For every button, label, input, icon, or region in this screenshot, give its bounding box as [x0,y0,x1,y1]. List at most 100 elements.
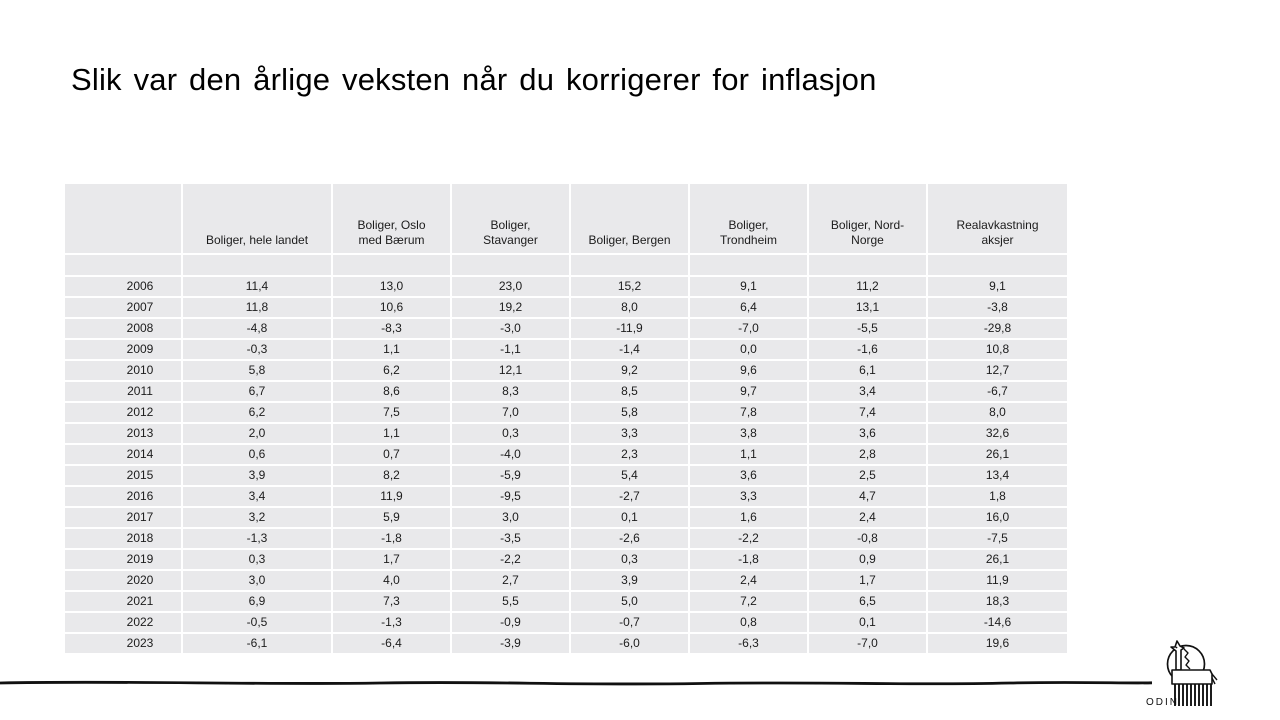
spacer-cell [452,255,569,275]
value-cell: 5,9 [333,508,450,527]
value-cell: 0,7 [333,445,450,464]
value-cell: 3,2 [183,508,331,527]
table-header-row: Boliger, hele landet Boliger, Oslo med Bæ… [65,184,1067,253]
spacer-cell [571,255,688,275]
value-cell: 3,6 [809,424,926,443]
table-row: 2019 0,3 1,7 -2,2 0,3 -1,8 0,9 26,1 [65,550,1067,569]
value-cell: 10,8 [928,340,1067,359]
value-cell: 6,1 [809,361,926,380]
year-cell: 2021 [65,592,181,611]
value-cell: 9,1 [690,277,807,296]
column-header: Boliger, Nord- Norge [809,184,926,253]
value-cell: -1,3 [333,613,450,632]
year-cell: 2010 [65,361,181,380]
value-cell: -1,8 [690,550,807,569]
value-cell: 19,6 [928,634,1067,653]
value-cell: 2,0 [183,424,331,443]
column-header [65,184,181,253]
value-cell: 9,7 [690,382,807,401]
value-cell: -6,0 [571,634,688,653]
value-cell: 5,0 [571,592,688,611]
value-cell: 7,8 [690,403,807,422]
value-cell: 23,0 [452,277,569,296]
value-cell: 7,0 [452,403,569,422]
value-cell: -7,0 [809,634,926,653]
column-header: Boliger, Oslo med Bærum [333,184,450,253]
value-cell: -2,6 [571,529,688,548]
column-header: Boliger, hele landet [183,184,331,253]
value-cell: -0,8 [809,529,926,548]
value-cell: -1,3 [183,529,331,548]
value-cell: 11,9 [928,571,1067,590]
value-cell: 9,2 [571,361,688,380]
value-cell: 7,2 [690,592,807,611]
year-cell: 2009 [65,340,181,359]
year-cell: 2013 [65,424,181,443]
value-cell: 11,8 [183,298,331,317]
value-cell: 15,2 [571,277,688,296]
value-cell: 26,1 [928,550,1067,569]
value-cell: -3,5 [452,529,569,548]
bottom-rule-line [0,680,1152,686]
table-row: 2014 0,6 0,7 -4,0 2,3 1,1 2,8 26,1 [65,445,1067,464]
value-cell: -4,0 [452,445,569,464]
value-cell: -1,6 [809,340,926,359]
table-row: 2008 -4,8 -8,3 -3,0 -11,9 -7,0 -5,5 -29,8 [65,319,1067,338]
value-cell: 6,9 [183,592,331,611]
value-cell: 0,8 [690,613,807,632]
year-cell: 2022 [65,613,181,632]
value-cell: 1,7 [333,550,450,569]
value-cell: -8,3 [333,319,450,338]
value-cell: 16,0 [928,508,1067,527]
value-cell: -3,0 [452,319,569,338]
value-cell: 5,8 [571,403,688,422]
value-cell: 9,6 [690,361,807,380]
year-cell: 2023 [65,634,181,653]
value-cell: 0,3 [452,424,569,443]
column-header: Boliger, Trondheim [690,184,807,253]
spacer-cell [65,255,181,275]
table-row: 2010 5,8 6,2 12,1 9,2 9,6 6,1 12,7 [65,361,1067,380]
spacer-cell [690,255,807,275]
value-cell: -0,5 [183,613,331,632]
value-cell: 2,4 [809,508,926,527]
value-cell: 8,6 [333,382,450,401]
value-cell: 3,0 [452,508,569,527]
odin-horse-icon [1166,640,1218,706]
year-cell: 2019 [65,550,181,569]
value-cell: 8,5 [571,382,688,401]
year-cell: 2008 [65,319,181,338]
value-cell: -1,4 [571,340,688,359]
spacer-cell [183,255,331,275]
value-cell: 13,1 [809,298,926,317]
value-cell: 4,7 [809,487,926,506]
table-row: 2013 2,0 1,1 0,3 3,3 3,8 3,6 32,6 [65,424,1067,443]
value-cell: -29,8 [928,319,1067,338]
column-header: Realavkastning aksjer [928,184,1067,253]
value-cell: 1,6 [690,508,807,527]
value-cell: -1,1 [452,340,569,359]
value-cell: 10,6 [333,298,450,317]
value-cell: -1,8 [333,529,450,548]
value-cell: 0,6 [183,445,331,464]
value-cell: 3,9 [183,466,331,485]
year-cell: 2017 [65,508,181,527]
value-cell: 12,1 [452,361,569,380]
value-cell: 3,9 [571,571,688,590]
value-cell: 2,8 [809,445,926,464]
value-cell: 2,3 [571,445,688,464]
value-cell: 1,7 [809,571,926,590]
page-title: Slik var den årlige veksten når du korri… [71,62,877,97]
value-cell: 2,5 [809,466,926,485]
table-row: 2021 6,9 7,3 5,5 5,0 7,2 6,5 18,3 [65,592,1067,611]
value-cell: 3,3 [690,487,807,506]
table-row: 2015 3,9 8,2 -5,9 5,4 3,6 2,5 13,4 [65,466,1067,485]
year-cell: 2012 [65,403,181,422]
value-cell: 5,5 [452,592,569,611]
year-cell: 2015 [65,466,181,485]
value-cell: -7,5 [928,529,1067,548]
value-cell: 8,0 [928,403,1067,422]
value-cell: 0,9 [809,550,926,569]
table-row: 2022 -0,5 -1,3 -0,9 -0,7 0,8 0,1 -14,6 [65,613,1067,632]
value-cell: 18,3 [928,592,1067,611]
